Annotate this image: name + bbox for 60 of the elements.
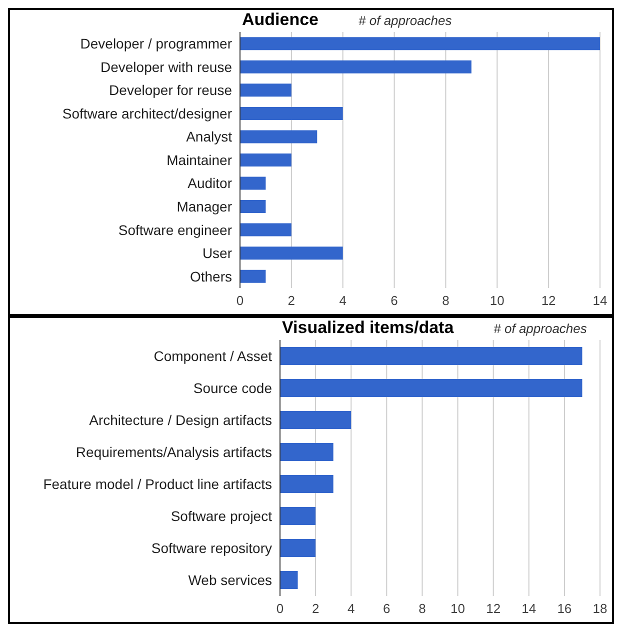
- x-tick-label: 8: [418, 601, 426, 616]
- x-tick-label: 6: [390, 293, 398, 308]
- y-tick-label: Software repository: [151, 540, 272, 556]
- x-tick-label: 10: [450, 601, 466, 616]
- bar: [280, 443, 334, 462]
- x-tick-label: 2: [288, 293, 296, 308]
- x-tick-label: 4: [339, 293, 346, 308]
- y-tick-label: Software project: [170, 508, 272, 524]
- y-tick-label: Feature model / Product line artifacts: [43, 476, 272, 492]
- bar: [280, 347, 582, 366]
- y-tick-label: Software architect/designer: [62, 105, 232, 122]
- x-tick-label: 6: [383, 601, 390, 616]
- x-tick-label: 0: [276, 601, 284, 616]
- bar: [280, 539, 316, 558]
- y-tick-label: Software engineer: [118, 222, 232, 238]
- x-tick-label: 2: [312, 601, 320, 616]
- y-tick-label: Developer with reuse: [100, 58, 232, 75]
- y-tick-label: Others: [190, 268, 232, 284]
- y-tick-label: Auditor: [188, 175, 232, 192]
- x-tick-label: 12: [541, 293, 556, 308]
- x-tick-label: 18: [592, 601, 608, 616]
- y-tick-label: Requirements/Analysis artifacts: [76, 444, 272, 460]
- bar: [240, 223, 292, 236]
- x-tick-label: 14: [592, 293, 608, 308]
- bar: [240, 84, 292, 97]
- bar: [240, 176, 266, 190]
- bar: [280, 379, 582, 398]
- x-tick-label: 10: [490, 293, 504, 308]
- bar: [240, 270, 266, 283]
- y-tick-label: Source code: [193, 380, 272, 396]
- y-tick-label: Developer for reuse: [109, 82, 232, 98]
- x-axis-title: # of approaches: [494, 321, 587, 336]
- x-tick-label: 8: [442, 293, 450, 308]
- bar: [280, 475, 334, 494]
- y-tick-label: Web services: [188, 572, 272, 588]
- chart-title: Visualized items/data: [282, 318, 454, 338]
- bar: [240, 200, 266, 214]
- y-tick-label: Analyst: [186, 128, 232, 145]
- x-tick-label: 4: [347, 601, 355, 616]
- y-tick-label: Manager: [176, 198, 232, 215]
- bar: [240, 246, 343, 260]
- bar: [240, 60, 472, 74]
- bar: [240, 130, 318, 144]
- bar: [240, 153, 292, 166]
- x-tick-label: 0: [236, 293, 244, 308]
- y-tick-label: User: [202, 245, 232, 262]
- bar: [240, 37, 600, 50]
- bar: [280, 411, 352, 430]
- x-axis-title: # of approaches: [358, 13, 452, 28]
- x-tick-label: 12: [486, 601, 501, 616]
- bar: [280, 507, 316, 526]
- y-tick-label: Developer / programmer: [80, 36, 232, 52]
- y-tick-label: Maintainer: [166, 152, 232, 168]
- bar: [280, 571, 298, 590]
- chart-title: Audience: [242, 10, 319, 30]
- y-tick-label: Architecture / Design artifacts: [89, 412, 272, 428]
- y-tick-label: Component / Asset: [154, 348, 272, 364]
- bar: [240, 106, 343, 120]
- x-tick-label: 14: [522, 601, 536, 616]
- x-tick-label: 16: [557, 601, 572, 616]
